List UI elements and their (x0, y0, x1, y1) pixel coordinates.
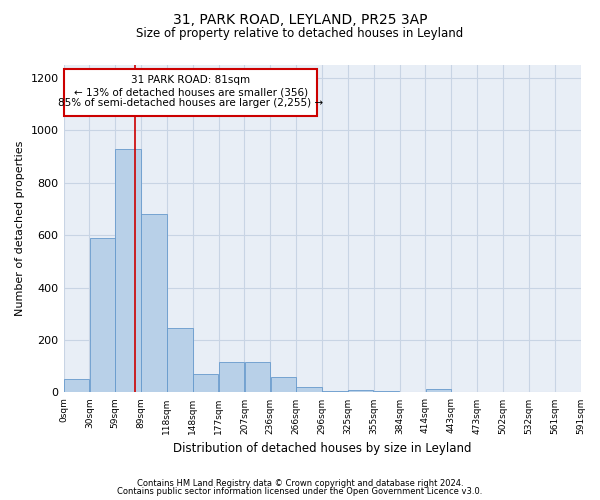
Bar (193, 374, 218, 392)
Bar (425, 388, 451, 392)
Text: 85% of semi-detached houses are larger (2,255) →: 85% of semi-detached houses are larger (… (58, 98, 323, 108)
Bar (245, 362, 270, 392)
Bar (348, 390, 373, 392)
Bar (374, 391, 400, 392)
Bar (89, 238, 115, 392)
X-axis label: Distribution of detached houses by size in Leyland: Distribution of detached houses by size … (173, 442, 471, 455)
Text: ← 13% of detached houses are smaller (356): ← 13% of detached houses are smaller (35… (74, 88, 308, 98)
Text: Size of property relative to detached houses in Leyland: Size of property relative to detached ho… (136, 28, 464, 40)
Text: 31, PARK ROAD, LEYLAND, PR25 3AP: 31, PARK ROAD, LEYLAND, PR25 3AP (173, 12, 427, 26)
FancyBboxPatch shape (64, 69, 317, 116)
Bar (64, 380, 89, 392)
Bar (115, 149, 141, 392)
Bar (271, 376, 296, 392)
Bar (167, 328, 193, 392)
Y-axis label: Number of detached properties: Number of detached properties (15, 141, 25, 316)
Bar (296, 387, 322, 392)
Bar (142, 214, 167, 392)
Bar (322, 391, 347, 392)
Text: 31 PARK ROAD: 81sqm: 31 PARK ROAD: 81sqm (131, 76, 250, 86)
Bar (219, 362, 244, 392)
Text: Contains public sector information licensed under the Open Government Licence v3: Contains public sector information licen… (118, 487, 482, 496)
Text: Contains HM Land Registry data © Crown copyright and database right 2024.: Contains HM Land Registry data © Crown c… (137, 478, 463, 488)
